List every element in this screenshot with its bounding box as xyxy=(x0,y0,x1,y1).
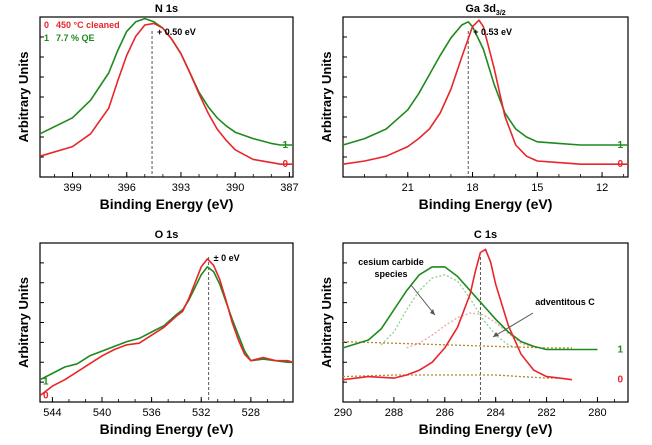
x-tick-label: 288 xyxy=(385,407,403,419)
annotation-adventitious-c: adventitous C xyxy=(535,297,595,307)
x-tick-label: 286 xyxy=(436,407,454,419)
x-tick-label: 15 xyxy=(531,182,543,194)
annotation-arrow xyxy=(410,284,436,316)
plot-frame xyxy=(342,16,629,178)
x-tick-label: 390 xyxy=(226,182,244,194)
series-end-label: 0 xyxy=(282,159,288,170)
x-tick-label: 528 xyxy=(242,407,260,419)
x-tick-label: 396 xyxy=(118,182,136,194)
legend-label: 450 °C cleaned xyxy=(56,20,120,30)
series-end-label: 1 xyxy=(617,140,623,151)
series-line-spectrum-1 xyxy=(39,266,293,381)
series-line-spectrum-0 xyxy=(342,248,573,381)
annotation-cesium-carbide: cesium carbide xyxy=(358,257,424,267)
series-line-spectrum-0 xyxy=(39,258,294,397)
arrow-head-icon xyxy=(493,332,499,337)
series-line-spectrum-0 xyxy=(39,22,293,165)
series-end-label: 1 xyxy=(617,345,623,356)
shift-label: + 0.53 eV xyxy=(473,27,512,37)
arrow-head-icon xyxy=(430,309,435,315)
x-tick-label: 536 xyxy=(142,407,160,419)
series-line-fit xyxy=(406,312,535,349)
legend-id: 1 xyxy=(44,33,49,43)
panel-title: O 1s xyxy=(155,229,179,241)
x-tick-label: 282 xyxy=(537,407,555,419)
y-axis-label: Arbitrary Units xyxy=(319,51,334,142)
x-axis-label: Binding Energy (eV) xyxy=(100,196,234,212)
x-axis-label: Binding Energy (eV) xyxy=(419,421,553,437)
series-end-label: 0 xyxy=(617,159,623,170)
x-tick-label: 387 xyxy=(280,182,298,194)
panel-n1s: N 1s 399 396 393 390 387 Binding Energy (eV) Ar… xyxy=(16,3,299,212)
annotation-arrow xyxy=(492,312,534,338)
panel-title: C 1s xyxy=(474,229,497,241)
panel-c1s: C 1s 290 288 286 284 282 280 Binding Energy (eV… xyxy=(319,229,629,437)
panel-title-subscript: 3/2 xyxy=(496,10,506,17)
x-tick-label: 280 xyxy=(588,407,606,419)
series-line-fit xyxy=(380,274,522,351)
x-tick-label: 544 xyxy=(43,407,61,419)
legend-id: 0 xyxy=(44,20,49,30)
y-axis-label: Arbitrary Units xyxy=(319,277,334,368)
x-tick-label: 532 xyxy=(192,407,210,419)
series-end-label: 1 xyxy=(43,376,49,387)
legend-label: 7.7 % QE xyxy=(56,33,95,43)
x-tick-label: 21 xyxy=(402,182,414,194)
x-tick-label: 18 xyxy=(466,182,478,194)
x-tick-label: 540 xyxy=(93,407,111,419)
series-end-label: 0 xyxy=(617,375,623,386)
series-line-spectrum-0 xyxy=(342,19,628,165)
x-tick-label: 284 xyxy=(486,407,504,419)
y-axis-label: Arbitrary Units xyxy=(16,51,31,142)
x-tick-label: 290 xyxy=(334,407,352,419)
panel-ga3d: Ga 3d3/2 21 18 15 12 Binding Energy (eV) Arbit… xyxy=(319,3,629,212)
x-tick-label: 12 xyxy=(596,182,608,194)
x-axis-label: Binding Energy (eV) xyxy=(100,421,234,437)
series-line-spectrum-1 xyxy=(342,266,598,351)
panel-title: Ga 3d3/2 xyxy=(465,3,505,17)
panel-title: N 1s xyxy=(155,3,178,15)
series-end-label: 0 xyxy=(43,391,49,402)
x-axis-label: Binding Energy (eV) xyxy=(419,196,553,212)
y-axis-label: Arbitrary Units xyxy=(16,277,31,368)
shift-label: ± 0 eV xyxy=(214,253,240,263)
shift-label: + 0.50 eV xyxy=(157,27,196,37)
series-line-spectrum-1 xyxy=(342,21,628,146)
x-tick-label: 393 xyxy=(172,182,190,194)
x-tick-label: 399 xyxy=(63,182,81,194)
panel-o1s: O 1s 544 540 536 532 528 Binding Energy (eV) Ar… xyxy=(16,229,294,437)
series-end-label: 1 xyxy=(282,140,288,151)
annotation-cesium-carbide: species xyxy=(374,269,407,279)
